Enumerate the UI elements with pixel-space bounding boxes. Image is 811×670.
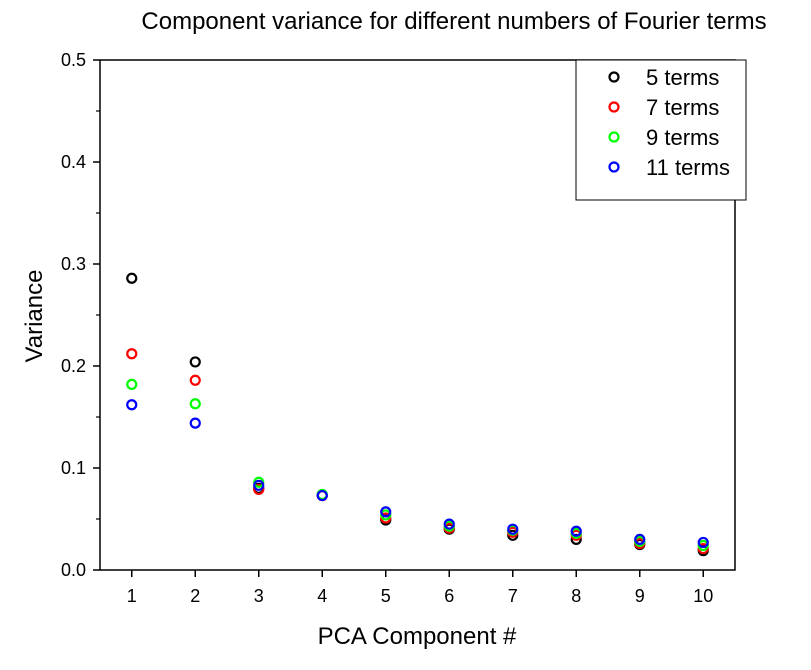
x-tick-label: 8 [571,586,581,606]
legend-label-11-terms: 11 terms [646,155,730,180]
point-11-terms [380,506,392,518]
x-tick-label: 5 [381,586,391,606]
x-tick-label: 3 [254,586,264,606]
point-5-terms [126,272,138,284]
legend-marker-5-terms [608,71,620,83]
point-11-terms [634,533,646,546]
x-axis-label: PCA Component # [318,623,517,650]
legend-marker-11-terms [608,161,620,173]
point-11-terms [443,518,455,530]
y-tick-label: 0.1 [61,458,86,478]
point-5-terms [189,356,201,368]
legend-label-7-terms: 7 terms [646,95,719,120]
x-tick-label: 4 [317,586,327,606]
x-tick-label: 1 [127,586,137,606]
y-tick-label: 0.0 [61,560,86,580]
point-11-terms [570,525,582,537]
point-7-terms [253,483,265,496]
point-7-terms [189,374,201,386]
point-11-terms [126,399,138,411]
point-11-terms [189,417,201,429]
x-axis: 1 2 3 4 5 6 7 8 9 10 [127,570,713,606]
y-tick-label: 0.3 [61,254,86,274]
legend-label-5-terms: 5 terms [646,65,719,90]
y-axis: 0.0 0.1 0.2 0.3 0.4 0.5 [61,50,100,580]
point-11-terms [697,536,709,549]
y-axis-label: Variance [21,270,48,363]
legend-marker-7-terms [608,101,620,113]
chart-title: Component variance for different numbers… [141,8,766,35]
y-tick-label: 0.5 [61,50,86,70]
legend-marker-9-terms [608,131,620,143]
legend: 5 terms 7 terms 9 terms 11 terms [575,59,747,201]
x-tick-label: 7 [508,586,518,606]
x-tick-label: 2 [190,586,200,606]
point-7-terms [126,348,138,360]
x-tick-label: 9 [635,586,645,606]
legend-label-9-terms: 9 terms [646,125,719,150]
x-tick-label: 6 [444,586,454,606]
y-tick-label: 0.4 [61,152,86,172]
point-9-terms [189,398,201,410]
x-tick-label: 10 [693,586,713,606]
point-9-terms [126,378,138,390]
legend-box [575,59,747,201]
point-11-terms [253,479,265,491]
data-points [126,272,709,557]
point-11-terms [507,523,519,535]
point-11-terms [316,489,328,502]
y-tick-label: 0.2 [61,356,86,376]
